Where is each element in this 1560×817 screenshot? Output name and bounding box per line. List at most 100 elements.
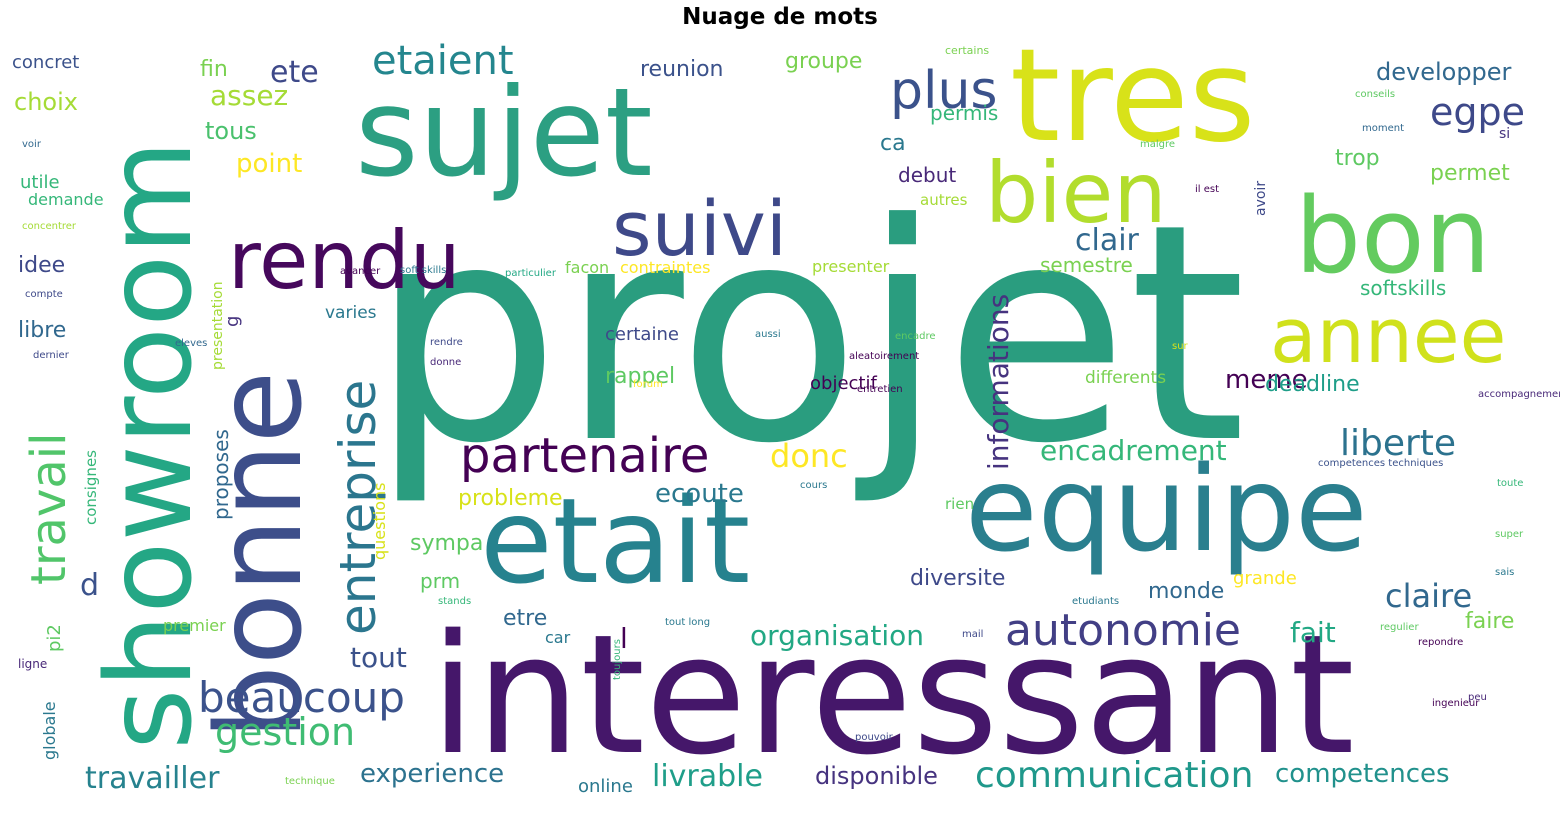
cloud-word: egpe	[1430, 90, 1525, 134]
cloud-word: rendu	[228, 214, 461, 307]
cloud-word: rappel	[605, 364, 675, 389]
cloud-word: mail	[962, 629, 983, 640]
cloud-word: super	[1495, 529, 1524, 540]
cloud-word: equipe	[965, 440, 1368, 578]
cloud-word: groupe	[785, 49, 862, 74]
cloud-word: trop	[1335, 146, 1380, 171]
cloud-word: probleme	[458, 486, 563, 511]
cloud-word: encadre	[895, 331, 936, 342]
cloud-word: forum	[633, 379, 663, 390]
cloud-word: claire	[1385, 577, 1472, 615]
cloud-word: varies	[325, 303, 377, 323]
cloud-word: etait	[480, 472, 750, 610]
cloud-word: suivi	[612, 184, 787, 273]
cloud-word: rendre	[430, 337, 463, 348]
cloud-word: g	[222, 316, 243, 327]
cloud-word: pi2	[44, 624, 65, 652]
cloud-word: rien	[945, 495, 974, 513]
cloud-word: compte	[25, 289, 63, 300]
cloud-word: ete	[270, 55, 319, 90]
cloud-word: idee	[18, 253, 65, 278]
cloud-word: car	[545, 628, 571, 647]
cloud-word: livrable	[652, 759, 763, 794]
cloud-word: certaine	[605, 324, 679, 345]
cloud-word: demande	[28, 190, 104, 209]
cloud-word: competences	[1275, 759, 1450, 789]
cloud-word: bonne	[190, 371, 328, 740]
cloud-word: ca	[880, 131, 906, 156]
cloud-word: repondre	[1418, 637, 1463, 648]
cloud-word: facon	[565, 258, 609, 277]
cloud-word: toujours	[612, 639, 623, 680]
cloud-word: monde	[1148, 579, 1224, 604]
cloud-word: etudiants	[1072, 596, 1119, 607]
cloud-word: eleves	[175, 338, 207, 349]
cloud-word: ingenieur	[1432, 698, 1480, 709]
cloud-word: sujet	[355, 62, 653, 204]
cloud-word: informations	[982, 294, 1015, 470]
cloud-word: presentation	[210, 281, 226, 370]
cloud-word: online	[578, 776, 633, 797]
cloud-word: il est	[1195, 184, 1219, 195]
cloud-word: tout long	[665, 617, 710, 628]
cloud-word: etre	[503, 606, 547, 631]
cloud-word: contraintes	[620, 258, 710, 277]
cloud-word: pouvoir	[855, 732, 894, 743]
cloud-word: entretien	[857, 384, 903, 395]
cloud-word: objectif	[810, 373, 877, 394]
cloud-word: bien	[985, 144, 1167, 242]
cloud-word: stands	[438, 596, 471, 607]
cloud-word: accompagnement	[1478, 389, 1560, 400]
cloud-word: presenter	[812, 257, 890, 276]
cloud-word: encadrement	[1040, 434, 1227, 467]
cloud-word: faire	[1465, 609, 1514, 634]
cloud-word: developper	[1376, 58, 1512, 86]
cloud-word: partenaire	[460, 428, 709, 484]
cloud-word: point	[236, 149, 302, 179]
cloud-word: soft skills	[400, 265, 446, 276]
cloud-word: semestre	[1040, 253, 1133, 277]
cloud-word: meme	[1225, 365, 1308, 395]
cloud-word: debut	[898, 163, 956, 187]
cloud-word: prm	[420, 569, 460, 593]
cloud-word: sais	[1495, 567, 1514, 578]
cloud-word: choix	[14, 88, 78, 116]
cloud-word: concentrer	[22, 221, 77, 232]
cloud-word: sympa	[410, 531, 483, 556]
cloud-word: annee	[1270, 291, 1506, 380]
cloud-word: assez	[210, 79, 288, 112]
cloud-word: regulier	[1380, 622, 1419, 633]
cloud-word: organisation	[750, 619, 924, 652]
cloud-word: gestion	[215, 710, 355, 754]
cloud-word: technique	[285, 776, 335, 787]
cloud-word: ligne	[18, 657, 47, 671]
cloud-word: entreprise	[329, 380, 387, 635]
cloud-word: donc	[770, 437, 848, 475]
cloud-word: autres	[920, 191, 968, 209]
cloud-word: utile	[20, 172, 60, 193]
cloud-word: aussi	[755, 329, 781, 340]
cloud-word: travail	[21, 433, 77, 585]
cloud-word: malgre	[1140, 139, 1175, 150]
cloud-word: deadline	[1265, 372, 1360, 397]
cloud-word: toute	[1497, 478, 1523, 489]
cloud-word: globale	[40, 701, 59, 760]
cloud-word: aleatoirement	[849, 351, 919, 362]
cloud-word: grande	[1233, 568, 1297, 589]
cloud-word: questions	[370, 483, 389, 560]
cloud-word: l	[620, 622, 628, 655]
cloud-word: fait	[1290, 616, 1336, 649]
cloud-word: ecoute	[655, 479, 744, 509]
cloud-word: competences techniques	[1318, 458, 1443, 469]
cloud-word: avancer	[340, 266, 381, 277]
cloud-word: moment	[1362, 123, 1404, 134]
cloud-word: donne	[430, 357, 461, 368]
cloud-word: showroom	[80, 140, 218, 750]
cloud-word: interessant	[430, 599, 1355, 791]
cloud-word: autonomie	[1005, 605, 1241, 656]
cloud-word: voir	[22, 139, 42, 150]
cloud-word: certains	[945, 44, 989, 57]
cloud-word: permet	[1430, 161, 1510, 186]
